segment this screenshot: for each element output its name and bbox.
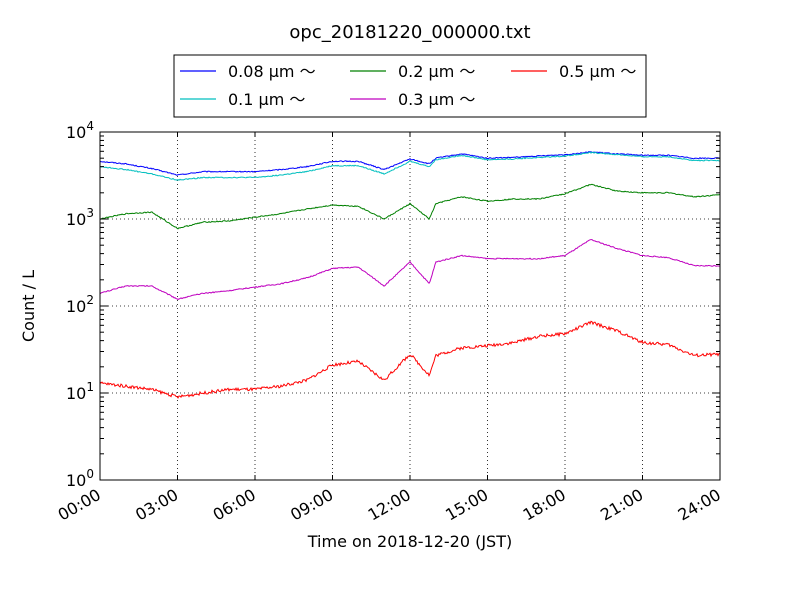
legend-label: 0.08 μm ～ [228, 62, 316, 81]
y-tick-label: 104 [66, 119, 94, 142]
series-line-4 [99, 320, 721, 399]
series-line-3 [99, 239, 721, 300]
y-tick-label: 101 [66, 380, 94, 403]
series-line-0 [99, 151, 720, 176]
y-axis-label: Count / L [19, 270, 38, 342]
legend: 0.08 μm ～ 0.2 μm ～ 0.5 μm ～ 0.1 μm ～ 0.3 μm … [173, 54, 647, 118]
x-axis-label: Time on 2018-12-20 (JST) [307, 532, 512, 551]
y-tick-label: 102 [66, 293, 94, 316]
y-tick-label: 103 [66, 206, 94, 229]
legend-label: 0.3 μm ～ [398, 90, 475, 109]
series-lines [99, 151, 721, 399]
legend-label: 0.2 μm ～ [398, 62, 475, 81]
chart-title: opc_20181220_000000.txt [289, 22, 530, 43]
y-tick-label: 100 [66, 467, 94, 490]
grid-lines [100, 132, 720, 480]
legend-label: 0.1 μm ～ [228, 90, 305, 109]
y-axis: 100 101 102 103 104 [66, 119, 720, 490]
series-line-2 [99, 183, 721, 230]
legend-label: 0.5 μm ～ [559, 62, 636, 81]
series-line-1 [100, 151, 721, 181]
legend-box [173, 54, 647, 118]
